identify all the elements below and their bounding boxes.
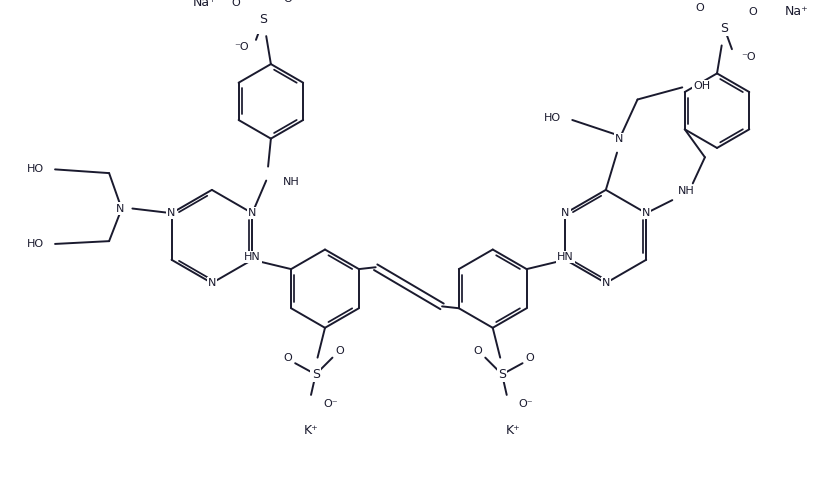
Text: HO: HO — [27, 239, 43, 249]
Text: N: N — [167, 208, 176, 218]
Text: HN: HN — [243, 252, 260, 262]
Text: O⁻: O⁻ — [323, 399, 338, 409]
Text: N: N — [614, 134, 622, 144]
Text: HO: HO — [27, 164, 43, 175]
Text: N: N — [207, 278, 216, 288]
Text: O⁻: O⁻ — [518, 399, 533, 409]
Text: NH: NH — [677, 186, 694, 196]
Text: ⁻O: ⁻O — [741, 52, 755, 62]
Text: O: O — [335, 346, 344, 356]
Text: O: O — [695, 3, 704, 13]
Text: S: S — [311, 368, 319, 381]
Text: HN: HN — [557, 252, 573, 262]
Text: O: O — [283, 353, 292, 363]
Text: O: O — [231, 0, 240, 8]
Text: ⁻O: ⁻O — [233, 42, 248, 52]
Text: NH: NH — [283, 178, 299, 188]
Text: Na⁺: Na⁺ — [784, 6, 808, 19]
Text: N: N — [641, 208, 650, 218]
Text: O: O — [473, 346, 482, 356]
Text: S: S — [720, 22, 727, 35]
Text: OH: OH — [692, 81, 710, 92]
Text: N: N — [561, 208, 569, 218]
Text: K⁺: K⁺ — [303, 424, 318, 437]
Text: N: N — [247, 208, 256, 218]
Text: O: O — [283, 0, 292, 4]
Text: N: N — [116, 204, 125, 213]
Text: O: O — [525, 353, 533, 363]
Text: Na⁺: Na⁺ — [193, 0, 217, 9]
Text: O: O — [747, 7, 756, 17]
Text: S: S — [259, 13, 268, 26]
Text: HO: HO — [543, 113, 560, 123]
Text: S: S — [497, 368, 506, 381]
Text: N: N — [601, 278, 609, 288]
Text: K⁺: K⁺ — [505, 424, 520, 437]
